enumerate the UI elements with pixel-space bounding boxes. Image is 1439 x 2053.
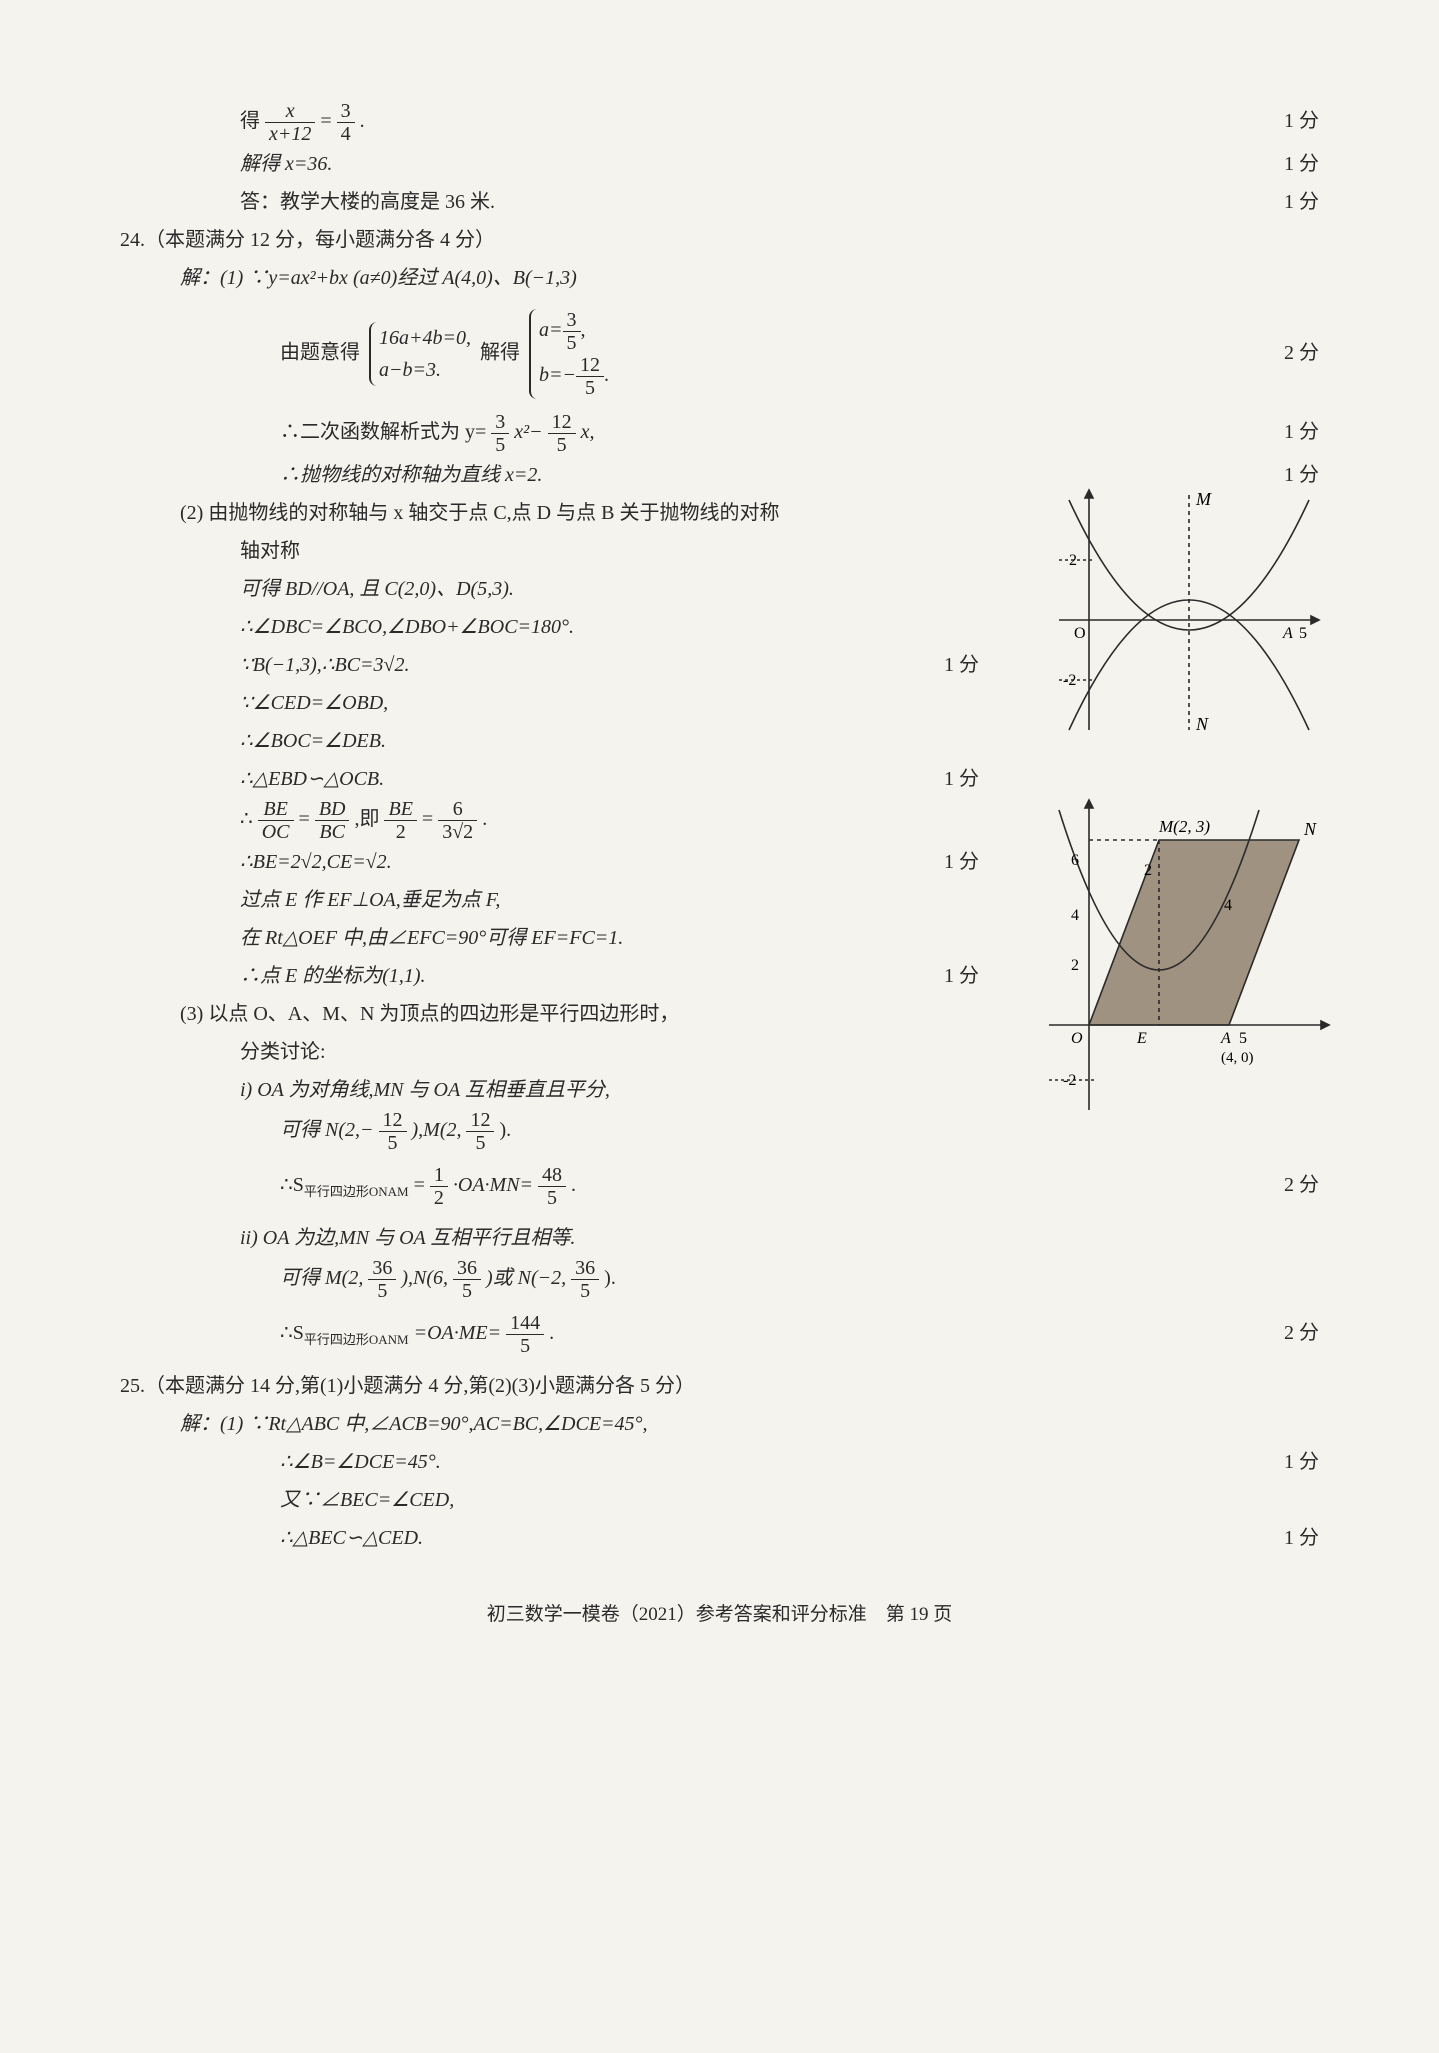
svg-text:2: 2	[1071, 957, 1079, 974]
text-line: ∴△BEC∽△CED. 1 分	[120, 1519, 1319, 1557]
score-label: 1 分	[1259, 1519, 1319, 1557]
equation-line: ∴二次函数解析式为 y= 35 x²− 125 x, 1 分	[120, 411, 1319, 456]
score-label: 1 分	[1259, 145, 1319, 183]
equation-line: 由题意得 16a+4b=0, a−b=3. 解得 a=35, b=−125. 2…	[120, 309, 1319, 399]
text: 得	[240, 110, 260, 132]
point-label-N: N	[1303, 819, 1317, 839]
axis-label-E: E	[1136, 1030, 1147, 1047]
equation-content: 得 xx+12 = 34 .	[240, 100, 1259, 145]
axis-label-A: A	[1282, 625, 1293, 642]
parabola-figure-1: O A 5 2 -2 M N	[1039, 480, 1329, 740]
score-label: 2 分	[1259, 1314, 1319, 1352]
equation-line: 得 xx+12 = 34 . 1 分	[120, 100, 1319, 145]
score-label: 1 分	[919, 646, 979, 684]
axis-label-5: 5	[1239, 1030, 1247, 1047]
score-label: 2 分	[1259, 334, 1319, 372]
score-label: 1 分	[1259, 413, 1319, 451]
text-line: ∴∠B=∠DCE=45°. 1 分	[120, 1443, 1319, 1481]
text-line: 解：(1) ∵Rt△ABC 中,∠ACB=90°,AC=BC,∠DCE=45°,	[120, 1405, 1319, 1443]
question-heading: 25.（本题满分 14 分,第(1)小题满分 4 分,第(2)(3)小题满分各 …	[120, 1367, 1319, 1405]
text-line: 又∵∠BEC=∠CED,	[120, 1481, 1319, 1519]
axis-label-5: 5	[1299, 625, 1307, 642]
svg-text:-2: -2	[1063, 1072, 1076, 1089]
score-label: 2 分	[1259, 1166, 1319, 1204]
score-label: 1 分	[1259, 102, 1319, 140]
text-line: 答：教学大楼的高度是 36 米. 1 分	[120, 183, 1319, 221]
question-heading: 24.（本题满分 12 分，每小题满分各 4 分）	[120, 221, 1319, 259]
equation-line: ∴S平行四边形ONAM = 12 ·OA·MN= 485 . 2 分	[120, 1164, 1319, 1209]
score-label: 1 分	[1259, 183, 1319, 221]
point-label-M: M(2, 3)	[1158, 817, 1210, 836]
page-footer: 初三数学一模卷（2021）参考答案和评分标准 第 19 页	[120, 1597, 1319, 1633]
text-line: 解：(1) ∵y=ax²+bx (a≠0)经过 A(4,0)、B(−1,3)	[120, 259, 1319, 297]
axis-label-O: O	[1071, 1030, 1083, 1047]
text-line: 解得 x=36. 1 分	[120, 145, 1319, 183]
point-coord-A: (4, 0)	[1221, 1050, 1254, 1066]
axis-label-O: O	[1074, 625, 1086, 642]
svg-text:4: 4	[1224, 897, 1232, 914]
equation-line: 可得 M(2, 365 ),N(6, 365 )或 N(−2, 365 ).	[120, 1257, 1319, 1302]
svg-text:4: 4	[1071, 907, 1079, 924]
axis-label-2: 2	[1069, 552, 1077, 569]
score-label: 1 分	[919, 957, 979, 995]
axis-label-neg2: -2	[1063, 672, 1076, 689]
score-label: 1 分	[919, 760, 979, 798]
parabola-figure-2: O E A 5 (4, 0) 2 4 6 -2 M(2, 3) N 2 4	[1029, 790, 1339, 1120]
point-label-M: M	[1195, 489, 1212, 509]
score-label: 1 分	[919, 843, 979, 881]
equation-line: ∴S平行四边形OANM =OA·ME= 1445 . 2 分	[120, 1312, 1319, 1357]
text-line: ii) OA 为边,MN 与 OA 互相平行且相等.	[120, 1219, 1319, 1257]
point-label-N: N	[1195, 714, 1209, 734]
svg-text:6: 6	[1071, 852, 1079, 869]
score-label: 1 分	[1259, 1443, 1319, 1481]
axis-label-A: A	[1220, 1030, 1231, 1047]
svg-text:2: 2	[1144, 862, 1152, 879]
